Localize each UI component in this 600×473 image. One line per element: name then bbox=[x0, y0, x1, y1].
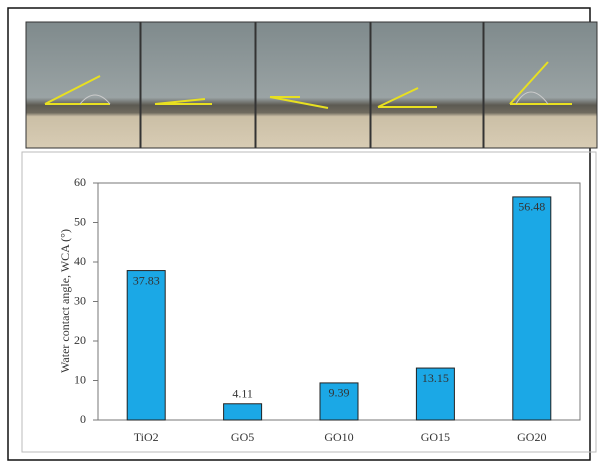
bar bbox=[415, 367, 455, 421]
chart-frame bbox=[21, 151, 597, 453]
y-tick-label: 20 bbox=[74, 333, 86, 347]
y-tick-label: 0 bbox=[80, 412, 86, 426]
angle-line bbox=[509, 61, 572, 105]
value-label: 37.83 bbox=[133, 273, 160, 287]
bar bbox=[223, 403, 263, 421]
value-label: 4.11 bbox=[232, 387, 253, 401]
angle-line bbox=[269, 96, 329, 109]
y-tick-label: 60 bbox=[74, 175, 86, 189]
x-tick-label: GO15 bbox=[421, 430, 450, 444]
photo bbox=[140, 21, 256, 149]
x-tick-label: GO10 bbox=[324, 430, 353, 444]
y-tick-label: 50 bbox=[74, 214, 86, 228]
bar bbox=[126, 270, 166, 421]
photo-strip bbox=[25, 21, 598, 149]
value-label: 13.15 bbox=[422, 371, 449, 385]
photo bbox=[370, 21, 484, 149]
x-tick-label: GO20 bbox=[517, 430, 546, 444]
angle-line bbox=[44, 75, 110, 105]
bar bbox=[319, 382, 359, 421]
y-tick-label: 10 bbox=[74, 372, 86, 386]
value-label: 9.39 bbox=[329, 386, 350, 400]
angle-line bbox=[377, 87, 437, 108]
droplet bbox=[515, 91, 549, 105]
photo bbox=[483, 21, 598, 149]
bar bbox=[512, 196, 552, 421]
angle-line bbox=[154, 98, 212, 105]
y-tick-label: 40 bbox=[74, 254, 86, 268]
photo bbox=[255, 21, 371, 149]
value-label: 56.48 bbox=[518, 200, 545, 214]
droplet bbox=[79, 94, 111, 105]
y-tick-label: 30 bbox=[74, 293, 86, 307]
x-tick-label: TiO2 bbox=[134, 430, 159, 444]
y-axis-label: Water contact angle, WCA (°) bbox=[58, 229, 72, 373]
x-tick-label: GO5 bbox=[231, 430, 254, 444]
